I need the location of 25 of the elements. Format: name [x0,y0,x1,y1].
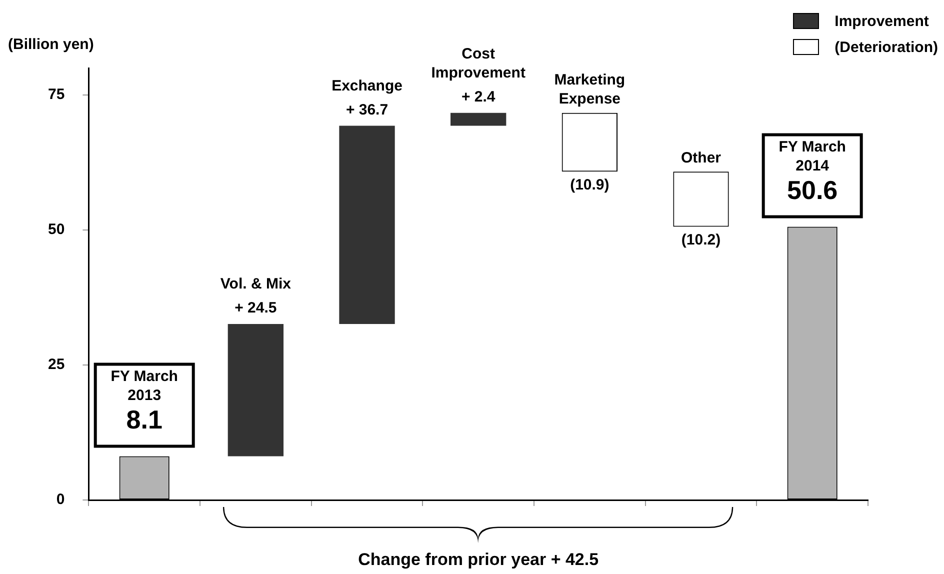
x-tick-label: Other [681,149,722,166]
data-label: + 24.5 [234,300,277,317]
y-axis-title: (Billion yen) [8,36,94,53]
data-label: 50.6 [787,174,838,205]
x-tick-label: FY March 2013 [110,368,178,404]
data-label: 8.1 [126,404,162,434]
bar [339,126,395,324]
x-tick-label: FY March 2014 [778,138,846,174]
legend-label: Improvement [834,12,929,30]
x-tick-label: Cost Improvement [431,45,526,82]
y-tick-label: 25 [48,356,65,374]
data-label: (10.9) [570,176,610,194]
y-tick-label: 50 [48,221,65,238]
x-tick-label: Vol. & Mix [220,276,292,293]
data-label: (10.2) [681,231,721,248]
y-tick-label: 0 [56,491,65,508]
data-label: + 2.4 [461,88,496,106]
text: (Deterioration) [834,38,938,56]
bar [450,112,506,126]
x-tick-label: Marketing Expense [554,71,626,108]
text: Change from prior year + 42.5 [358,550,599,570]
bar [228,324,284,456]
x-tick-label: Exchange [332,77,402,94]
data-label: + 36.7 [346,101,388,118]
y-tick-label: 75 [48,86,65,104]
